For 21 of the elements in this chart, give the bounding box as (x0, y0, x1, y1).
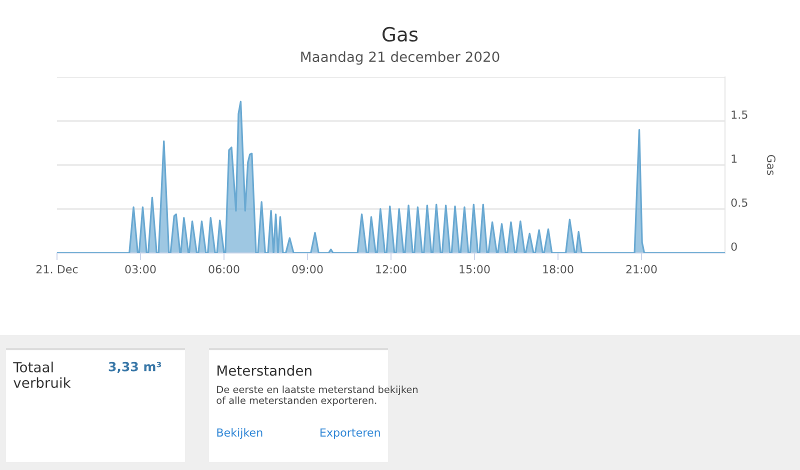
y-tick-label: 1.5 (732, 110, 748, 119)
x-tick-label: 21:00 (626, 265, 657, 274)
y-axis-title: Gas (767, 155, 776, 176)
x-tick-label: 15:00 (460, 265, 490, 274)
y-tick-label: 0.5 (731, 198, 748, 207)
x-tick-label: 12:00 (376, 265, 406, 274)
chart-subtitle: Maandag 21 december 2020 (301, 51, 500, 65)
text: Bekijken (217, 428, 262, 439)
chart-title: Gas (382, 26, 418, 42)
text: Exporteren (320, 428, 380, 439)
text: Totaal verbruik (13, 362, 71, 388)
x-tick-label: 21. Dec (36, 265, 78, 274)
text: 3,33 m³ (108, 362, 162, 373)
x-tick-label: 03:00 (125, 265, 156, 274)
x-tick-label: 18:00 (543, 265, 574, 274)
y-tick-label: 1 (732, 154, 737, 163)
x-tick-label: 06:00 (208, 265, 240, 274)
text: Meterstanden (218, 365, 312, 376)
y-tick-label: 0 (731, 242, 737, 251)
x-tick-label: 09:00 (292, 265, 323, 274)
text: De eerste en laatste meterstand bekijken of alle meterstanden exporteren. (216, 386, 418, 406)
